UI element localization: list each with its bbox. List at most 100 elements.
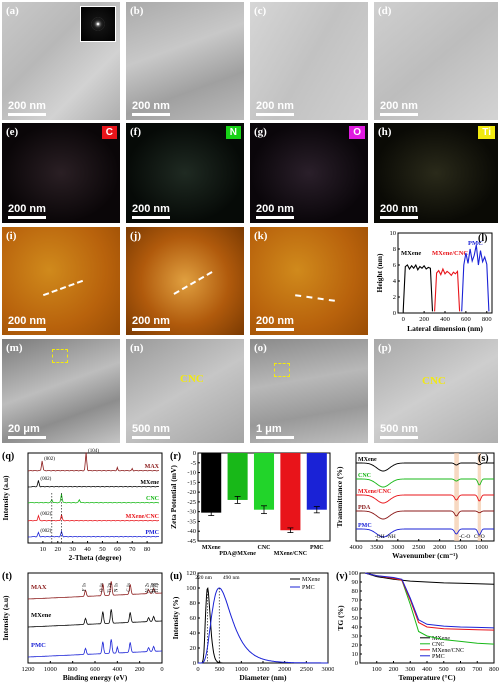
panel-label: (s)	[478, 453, 489, 464]
panel-label-i: (i)	[6, 230, 17, 242]
zoom-box-m	[52, 349, 68, 363]
panel-label-e: (e)	[6, 126, 19, 138]
series-line	[364, 572, 495, 585]
panel-label: (l)	[478, 233, 487, 244]
scale-bar-label: 1 μm	[256, 423, 282, 435]
legend-label: MXene	[358, 457, 377, 463]
y-tick-label: 80	[352, 588, 359, 595]
x-axis-label: 2-Theta (degree)	[69, 553, 122, 562]
y-tick-label: 60	[352, 606, 359, 613]
x-tick-label: 3000	[322, 666, 335, 673]
peak-annotation: Ti 2p	[108, 582, 113, 593]
eds-element-n: N	[225, 126, 241, 139]
sem-panel-n: (n) CNC 500 nm	[126, 339, 244, 443]
scale-bar-d: 200 nm	[380, 100, 418, 116]
x-tick-label: 600	[456, 666, 466, 673]
x-tick-label: 400	[422, 666, 432, 673]
category-label: PMC	[310, 545, 324, 551]
zoom-box-o	[274, 363, 290, 377]
scale-bar-n: 500 nm	[132, 423, 170, 439]
legend-label: CNC	[146, 496, 159, 502]
ftir-chart: Wavenumber (cm⁻¹) Transmittance (%) 4000 35…	[335, 452, 495, 560]
x-tick-label: 1500	[257, 666, 270, 673]
scale-bar-g: 200 nm	[256, 203, 294, 219]
zeta-potential-chart: Zeta Potential (mV) 0 -5 -10 -15 -20 -25 -30 -35…	[169, 450, 331, 557]
x-axis-label: Binding energy (eV)	[63, 673, 128, 682]
legend-label: MXene	[401, 250, 421, 257]
panel-label-h: (h)	[378, 126, 392, 138]
sem-panel-p: (p) CNC 500 nm	[374, 339, 498, 443]
peak-label: (002)	[40, 477, 51, 482]
series-line	[356, 510, 494, 520]
x-tick-label: 3000	[391, 544, 404, 551]
legend-label: PMC	[358, 523, 372, 529]
y-tick-label: 30	[352, 633, 359, 640]
y-tick-label: 50	[352, 615, 359, 622]
scale-bar-m: 20 μm	[8, 423, 46, 439]
category-label: PDA@MXene	[219, 551, 256, 557]
x-tick-label: 600	[90, 666, 100, 673]
profile-line-j	[173, 271, 213, 295]
highlight-band	[454, 453, 459, 541]
tem-panel-c: (c) 200 nm	[250, 2, 368, 120]
afm-panel-i: (i) 200 nm	[2, 227, 120, 335]
x-tick-label: 1200	[22, 666, 35, 673]
x-tick-label: 800	[489, 666, 499, 673]
x-tick-label: 2000	[278, 666, 291, 673]
x-tick-label: 800	[68, 666, 78, 673]
y-tick-label: 0	[193, 450, 196, 457]
panel-label-f: (f)	[130, 126, 141, 138]
x-tick-label: 50	[99, 546, 106, 553]
scale-bar-label: 200 nm	[256, 315, 294, 327]
scale-bar-label: 200 nm	[132, 315, 170, 327]
peak-label: (104)	[88, 449, 99, 454]
scale-bar-a: 200 nm	[8, 100, 46, 116]
y-tick-label: 40	[190, 630, 197, 637]
y-axis-label: Intensity (a.u)	[1, 595, 10, 641]
x-tick-label: 700	[472, 666, 482, 673]
y-tick-label: 6	[393, 262, 397, 269]
x-tick-label: 30	[69, 546, 76, 553]
scale-bar-h: 200 nm	[380, 203, 418, 219]
peak-annotation: 220 nm	[195, 575, 212, 581]
y-axis-label: Zeta Potential (mV)	[169, 465, 178, 529]
series-line	[28, 581, 162, 600]
bar	[306, 453, 327, 510]
tem-panel-a: (a) 200 nm	[2, 2, 120, 120]
legend-label: MAX	[31, 584, 47, 591]
series-line	[364, 572, 495, 629]
scale-bar-label: 500 nm	[132, 423, 170, 435]
scale-bar-label: 200 nm	[256, 203, 294, 215]
y-tick-label: 80	[190, 600, 197, 607]
bar	[280, 453, 301, 531]
y-tick-label: 10	[352, 651, 359, 658]
y-tick-label: -35	[187, 518, 196, 525]
eds-panel-h: (h) Ti 200 nm	[374, 123, 498, 223]
peak-annotation: Al 2s	[146, 583, 151, 593]
x-tick-label: 1000	[44, 666, 57, 673]
y-axis-label: Transmittance (%)	[335, 466, 344, 527]
x-tick-label: 400	[440, 316, 450, 323]
legend-label: CNC	[358, 473, 371, 479]
tga-chart: Temperature (°C)TG (%)100 200 300 400 500 600…	[336, 570, 499, 682]
legend-label: MXene/CNC	[432, 648, 464, 654]
y-axis-label: TG (%)	[336, 605, 345, 631]
x-tick-label: 70	[129, 546, 136, 553]
peak-annotation: C 1s	[127, 583, 132, 592]
series-line	[28, 639, 162, 658]
bar	[253, 453, 275, 510]
y-tick-label: -10	[187, 470, 196, 477]
x-tick-label: 500	[215, 666, 225, 673]
legend-label: MXene	[31, 612, 51, 619]
x-tick-label: 2500	[300, 666, 313, 673]
scale-bar-p: 500 nm	[380, 423, 418, 439]
series-line	[198, 586, 328, 664]
y-tick-label: 120	[186, 570, 196, 577]
legend-label: PMC	[302, 585, 315, 591]
series-line	[461, 244, 490, 312]
series-line	[198, 587, 328, 664]
panel-label-a: (a)	[6, 5, 19, 17]
series-line	[402, 263, 434, 312]
x-axis-label: Diameter (nm)	[239, 673, 287, 682]
